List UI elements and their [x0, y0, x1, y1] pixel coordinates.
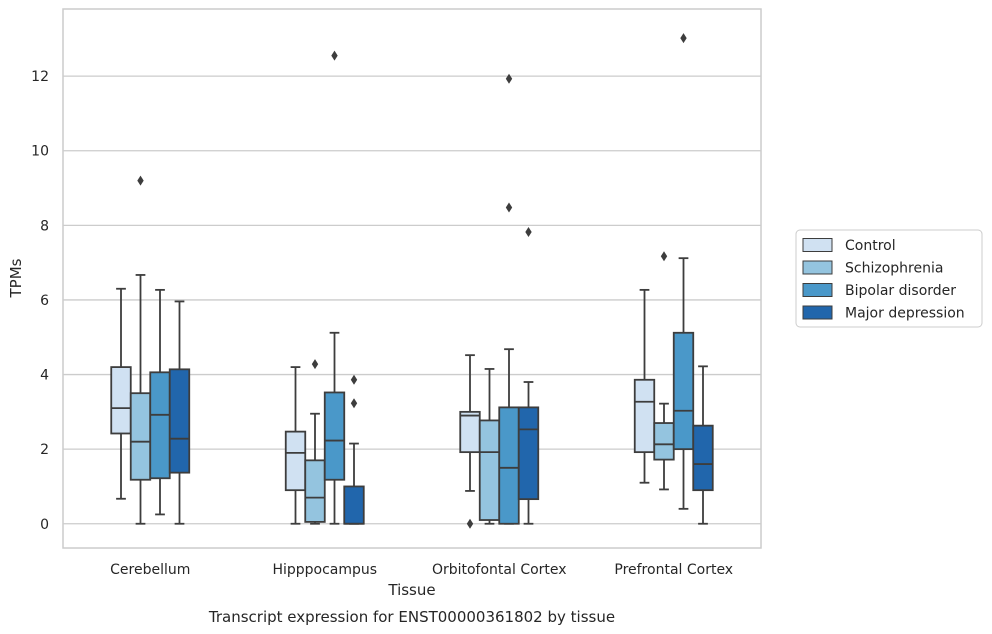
x-tick-label: Hipppocampus: [272, 562, 377, 578]
box-body: [692, 424, 714, 492]
y-tick-label: 10: [31, 144, 49, 160]
y-axis-label: TPMs: [7, 258, 25, 298]
y-tick-label: 12: [31, 69, 49, 85]
box-body: [478, 419, 501, 521]
box-body: [129, 392, 152, 481]
y-tick-label: 8: [40, 218, 49, 234]
outlier-point: [505, 202, 513, 213]
legend-label: Major depression: [845, 306, 965, 322]
box-major-depression: [168, 300, 191, 525]
y-tick-label: 0: [40, 517, 49, 533]
y-tick-label: 4: [40, 368, 49, 384]
box-schizophrenia: [478, 368, 501, 525]
x-tick-labels: Cerebellum Hipppocampus Orbitofontal Corte…: [110, 562, 733, 578]
box-body: [323, 391, 346, 481]
box-major-depression: [692, 365, 714, 525]
box-control: [110, 287, 132, 500]
outlier-point: [660, 251, 668, 262]
box-major-depression: [517, 227, 540, 525]
box-body: [459, 410, 481, 454]
outlier-point: [137, 175, 144, 186]
chart-caption: Transcript expression for ENST0000036180…: [208, 608, 615, 626]
y-tick-labels: 0 2 4 6 8 10 12: [31, 69, 49, 533]
outlier-point: [505, 73, 513, 84]
outlier-point: [350, 374, 358, 385]
x-tick-label: Orbitofontal Cortex: [432, 562, 567, 578]
outlier-point: [680, 33, 687, 44]
box-bipolar-disorder: [498, 73, 520, 525]
legend-label: Control: [845, 238, 896, 254]
legend-label: Bipolar disorder: [845, 283, 956, 299]
x-tick-label: Prefrontal Cortex: [614, 562, 733, 578]
legend-swatch: [802, 238, 833, 252]
boxes-layer: [110, 33, 714, 529]
box-body: [498, 406, 520, 525]
y-tick-label: 2: [40, 442, 49, 458]
x-tick-label: Cerebellum: [110, 562, 190, 578]
box-control: [633, 288, 656, 484]
legend: Control Schizophrenia Bipolar disorder Majo…: [795, 229, 983, 328]
box-schizophrenia: [129, 175, 152, 525]
box-bipolar-disorder: [323, 50, 346, 525]
outlier-point: [350, 398, 358, 409]
outlier-point: [525, 227, 532, 238]
box-schizophrenia: [653, 251, 675, 491]
legend-swatch: [802, 260, 833, 275]
box-body: [168, 368, 191, 474]
legend-frame: [795, 229, 983, 328]
box-bipolar-disorder: [672, 33, 695, 510]
outlier-point: [311, 359, 319, 370]
box-control: [459, 354, 481, 529]
box-body: [284, 430, 307, 492]
outlier-point: [466, 518, 474, 529]
box-body: [653, 422, 675, 461]
box-body: [110, 366, 132, 435]
legend-label: Schizophrenia: [845, 261, 943, 277]
box-body: [672, 331, 695, 451]
y-tick-label: 6: [40, 293, 49, 309]
legend-swatch: [802, 283, 833, 297]
box-body: [633, 378, 656, 454]
box-bipolar-disorder: [149, 288, 171, 516]
box-body: [304, 459, 326, 523]
x-axis-label: Tissue: [387, 581, 435, 599]
box-major-depression: [343, 374, 365, 525]
box-control: [284, 366, 307, 525]
box-body: [149, 371, 171, 480]
box-schizophrenia: [304, 359, 326, 525]
box-body: [343, 485, 365, 525]
box-body: [517, 406, 540, 501]
outlier-point: [331, 50, 338, 61]
plot-frame: [62, 8, 762, 549]
legend-swatch: [802, 305, 833, 320]
